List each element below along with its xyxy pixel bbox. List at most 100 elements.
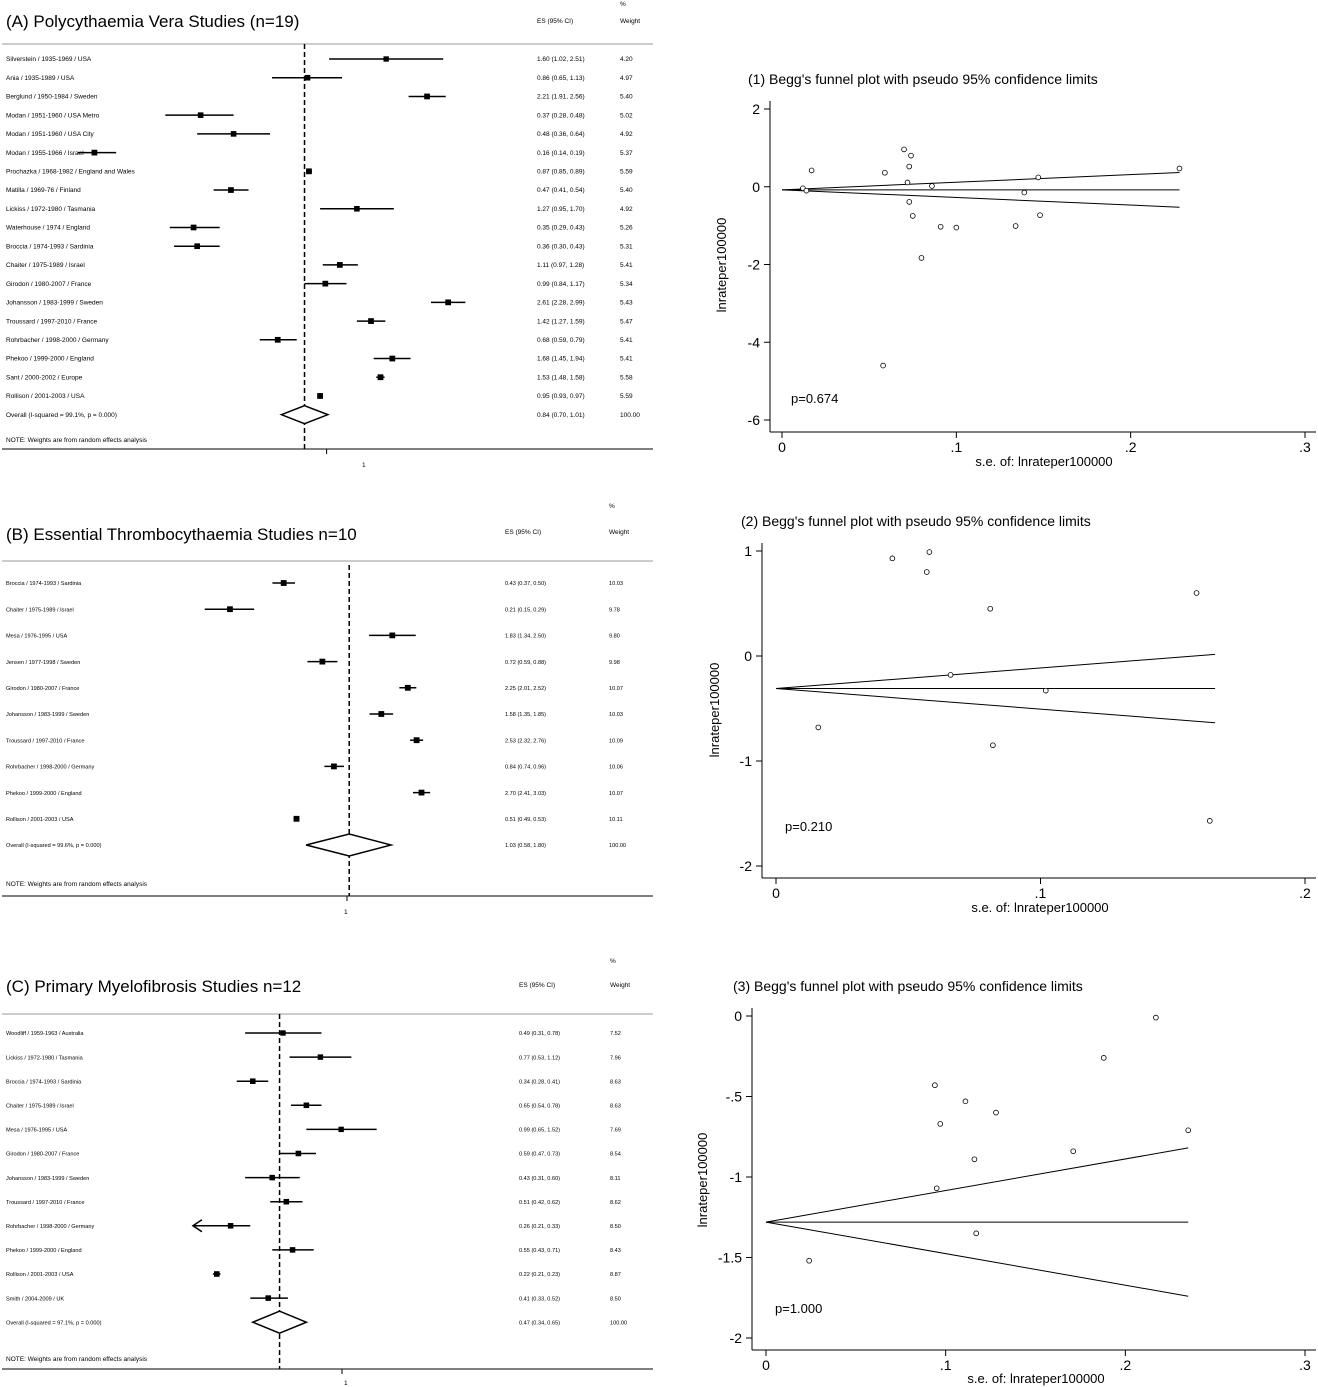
study-ci-text: 1.60 (1.02, 2.51)	[537, 56, 585, 63]
study-ci-text: 0.65 (0.54, 0.78)	[519, 1104, 560, 1110]
study-label: Troussard / 1997-2010 / France	[6, 318, 98, 325]
study-estimate-marker	[230, 131, 237, 137]
funnel-study-point	[1021, 189, 1028, 196]
study-estimate-marker	[389, 355, 396, 362]
study-ci-text: 0.47 (0.41, 0.54)	[537, 187, 585, 194]
study-ci-text: 0.84 (0.74, 0.96)	[505, 765, 546, 771]
study-ci-text: 2.61 (2.28, 2.99)	[537, 300, 585, 307]
funnel-plot-pmf: (3) Begg's funnel plot with pseudo 95% c…	[695, 978, 1316, 1386]
study-weight: 5.37	[620, 150, 633, 157]
overall-diamond	[279, 404, 330, 425]
funnel-y-tick-label: 0	[734, 1008, 742, 1024]
study-estimate-marker	[265, 1295, 272, 1301]
weight-column-header-pct: %	[620, 1, 626, 8]
study-weight: 7.96	[610, 1055, 621, 1061]
ref-tick-label: 1	[362, 462, 366, 469]
study-ci-text: 0.95 (0.93, 0.97)	[537, 393, 585, 400]
overall-ci-text: 0.47 (0.34, 0.65)	[519, 1320, 560, 1326]
ref-tick-label: 1	[344, 1380, 348, 1387]
study-estimate-marker	[336, 262, 343, 268]
study-weight: 4.20	[620, 56, 633, 63]
study-weight: 8.54	[610, 1152, 621, 1158]
funnel-x-tick-label: .3	[1299, 1357, 1311, 1373]
funnel-study-point	[1042, 687, 1049, 694]
study-estimate-marker	[319, 658, 326, 665]
funnel-y-tick-label: -2	[748, 257, 761, 273]
overall-weight: 100.00	[610, 1320, 627, 1326]
funnel-study-point	[909, 213, 916, 219]
study-label: Rollison / 2001-2003 / USA	[6, 817, 74, 823]
funnel-study-point	[882, 169, 888, 176]
study-ci-text: 0.59 (0.47, 0.73)	[519, 1152, 560, 1158]
funnel-study-point	[889, 555, 896, 562]
study-estimate-marker	[250, 1078, 256, 1084]
funnel-study-point	[1193, 590, 1200, 596]
study-label: Girodon / 1980-2007 / France	[6, 1152, 79, 1158]
forest-note: NOTE: Weights are from random effects an…	[6, 881, 148, 888]
weight-column-header-pct: %	[609, 503, 615, 510]
study-estimate-marker	[389, 632, 396, 639]
study-estimate-marker	[197, 112, 204, 118]
study-label: Girodon / 1980-2007 / France	[6, 686, 79, 692]
study-ci-text: 0.51 (0.49, 0.53)	[505, 817, 546, 823]
study-ci-text: 0.41 (0.33, 0.52)	[519, 1296, 560, 1302]
funnel-y-tick-label: 1	[744, 543, 752, 559]
funnel-x-tick-label: 0	[762, 1357, 770, 1373]
study-estimate-marker	[418, 789, 425, 796]
study-weight: 10.11	[609, 817, 623, 823]
funnel-y-tick-label: -1.5	[718, 1250, 742, 1266]
study-ci-text: 0.43 (0.31, 0.60)	[519, 1176, 560, 1182]
study-estimate-marker	[404, 684, 411, 691]
funnel-upper-limit	[781, 171, 1180, 191]
funnel-pvalue: p=0.674	[791, 391, 838, 406]
study-weight: 10.03	[609, 581, 623, 587]
study-estimate-marker	[383, 56, 389, 62]
study-weight: 5.40	[620, 187, 633, 194]
study-weight: 9.98	[609, 660, 620, 666]
study-ci-text: 0.49 (0.31, 0.78)	[519, 1031, 560, 1037]
study-weight: 5.26	[620, 225, 633, 232]
study-ci-text: 2.53 (2.32, 2.76)	[505, 738, 546, 744]
forest-title: (A) Polycythaemia Vera Studies (n=19)	[6, 12, 299, 31]
study-weight: 10.07	[609, 791, 623, 797]
study-weight: 5.59	[620, 169, 633, 176]
overall-diamond	[305, 833, 395, 857]
funnel-study-point	[947, 672, 954, 678]
study-weight: 7.69	[610, 1128, 621, 1134]
study-weight: 8.50	[610, 1224, 621, 1230]
funnel-study-point	[808, 167, 815, 174]
study-label: Phekoo / 1999-2000 / England	[6, 356, 94, 363]
weight-column-header: Weight	[620, 18, 640, 25]
study-estimate-marker	[91, 149, 98, 156]
study-estimate-marker	[445, 299, 452, 306]
funnel-x-tick-label: .2	[1299, 885, 1311, 901]
funnel-pvalue: p=1.000	[775, 1301, 822, 1316]
study-ci-text: 2.25 (2.01, 2.52)	[505, 686, 546, 692]
study-estimate-marker	[378, 711, 385, 717]
study-label: Rollison / 2001-2003 / USA	[6, 1272, 74, 1278]
funnel-study-point	[1206, 818, 1213, 824]
funnel-study-point	[929, 183, 935, 189]
funnel-study-point	[908, 152, 914, 159]
funnel-study-point	[1176, 165, 1183, 172]
study-estimate-marker	[293, 815, 300, 822]
study-ci-text: 0.48 (0.36, 0.64)	[537, 131, 585, 138]
study-weight: 9.78	[609, 607, 620, 613]
study-label: Broccia / 1974-1993 / Sardinia	[6, 243, 94, 250]
study-estimate-marker	[227, 1223, 234, 1229]
funnel-x-tick-label: .1	[940, 1357, 952, 1373]
study-weight: 5.47	[620, 318, 633, 325]
funnel-ylabel: lnrateper100000	[714, 218, 729, 313]
funnel-title: (3) Begg's funnel plot with pseudo 95% c…	[733, 978, 1083, 994]
study-weight: 10.06	[609, 765, 623, 771]
study-label: Phekoo / 1999-2000 / England	[6, 791, 82, 797]
study-estimate-marker	[338, 1126, 344, 1133]
funnel-study-point	[1035, 174, 1042, 181]
es-column-header: ES (95% CI)	[505, 529, 541, 536]
funnel-x-tick-label: 0	[772, 885, 780, 901]
forest-plot-pmf: (C) Primary Myelofibrosis Studies n=12 E…	[2, 958, 653, 1387]
study-label: Rohrbacher / 1998-2000 / Germany	[6, 1224, 95, 1230]
study-ci-text: 0.99 (0.84, 1.17)	[537, 281, 585, 288]
funnel-study-point	[937, 223, 944, 230]
study-estimate-marker	[280, 1030, 286, 1036]
